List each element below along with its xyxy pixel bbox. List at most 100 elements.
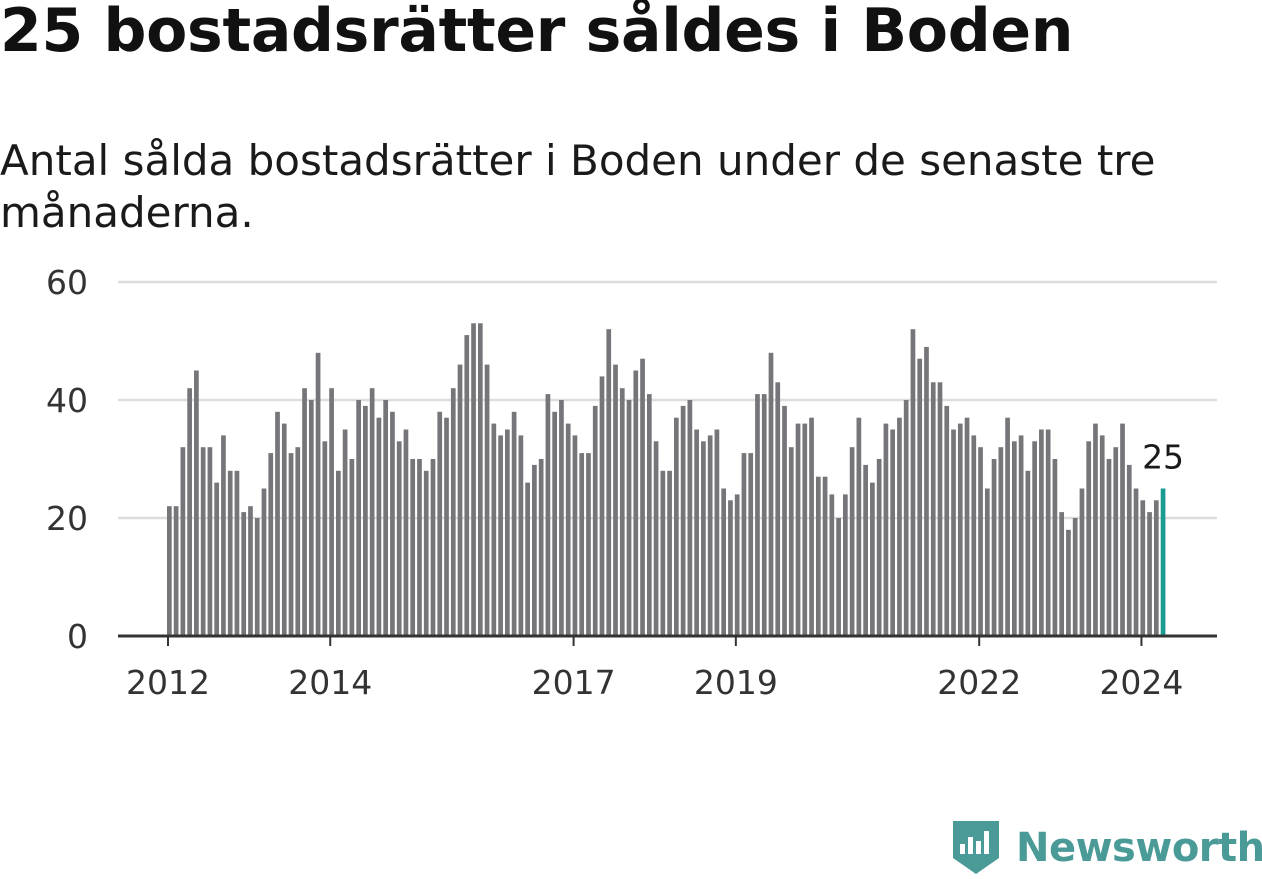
- bar: [701, 441, 706, 636]
- bar: [477, 323, 483, 636]
- bar: [349, 459, 355, 636]
- bar: [187, 388, 192, 636]
- bar: [694, 429, 699, 636]
- brand-logo: Newsworthy: [950, 818, 1262, 878]
- bar: [329, 388, 334, 636]
- bar: [613, 364, 618, 636]
- bar: [1072, 518, 1078, 636]
- bar: [302, 388, 307, 636]
- bar: [342, 429, 348, 636]
- bar: [396, 441, 402, 636]
- bar: [275, 411, 280, 636]
- bar: [619, 388, 625, 636]
- bar: [937, 382, 943, 636]
- data-label: 25: [1142, 438, 1184, 477]
- bar: [464, 335, 470, 636]
- bar: [538, 459, 544, 636]
- bar: [653, 441, 659, 636]
- bar: [1066, 529, 1071, 636]
- bar: [775, 382, 781, 636]
- bar: [410, 459, 416, 636]
- bar: [680, 405, 686, 636]
- bar: [1140, 500, 1146, 636]
- bar: [890, 429, 896, 636]
- bar: [1045, 429, 1051, 636]
- bar: [782, 405, 787, 636]
- bar: [761, 394, 767, 636]
- bar: [626, 400, 632, 636]
- x-tick-label: 2022: [937, 663, 1021, 702]
- bar: [268, 453, 274, 636]
- bar: [1039, 429, 1044, 636]
- bar: [728, 500, 733, 636]
- bar: [532, 464, 537, 636]
- bar: [369, 388, 375, 636]
- bar: [741, 453, 747, 636]
- bar: [930, 382, 936, 636]
- bar: [856, 417, 862, 636]
- bar: [363, 405, 368, 636]
- bar: [430, 459, 436, 636]
- bar: [768, 352, 774, 636]
- bar: [843, 494, 848, 636]
- bar: [484, 364, 490, 636]
- bars-layer: [167, 323, 1166, 636]
- bar: [227, 470, 233, 636]
- bar: [1099, 435, 1105, 636]
- bar: [809, 417, 814, 636]
- y-tick-label: 0: [67, 617, 88, 656]
- bar: [795, 423, 801, 636]
- bar: [383, 400, 389, 636]
- bar: [883, 423, 889, 636]
- chart-subtitle: Antal sålda bostadsrätter i Boden under …: [0, 136, 1156, 237]
- bar: [971, 435, 977, 636]
- bar: [308, 400, 314, 636]
- bar: [660, 470, 666, 636]
- x-tick-label: 2019: [694, 663, 778, 702]
- bar: [1025, 470, 1031, 636]
- x-tick-label: 2014: [288, 663, 372, 702]
- x-tick-label: 2017: [532, 663, 616, 702]
- bar: [444, 417, 449, 636]
- bar: [802, 423, 808, 636]
- bar: [836, 518, 841, 636]
- bar: [457, 364, 463, 636]
- bar: [511, 411, 517, 636]
- newsworthy-chart-icon: [953, 821, 999, 874]
- y-tick-label: 60: [46, 263, 88, 302]
- bar: [667, 470, 672, 636]
- bar: [606, 329, 612, 636]
- bar: [241, 512, 247, 636]
- bar: [295, 447, 301, 636]
- bar: [1018, 435, 1024, 636]
- bar: [1120, 423, 1125, 636]
- bar: [815, 476, 821, 636]
- bar: [1106, 459, 1112, 636]
- bar: [1147, 512, 1152, 636]
- bar: [552, 411, 558, 636]
- bar: [1079, 488, 1085, 636]
- bar: [356, 400, 361, 636]
- bar: [525, 482, 530, 636]
- bar: [870, 482, 875, 636]
- bar: [822, 476, 828, 636]
- bar: [1113, 447, 1119, 636]
- bar: [572, 435, 578, 636]
- bar: [248, 506, 253, 636]
- bar: [586, 453, 591, 636]
- bar: [376, 417, 382, 636]
- bar: [592, 405, 598, 636]
- bar: [322, 441, 328, 636]
- bar: [498, 435, 503, 636]
- x-tick-label: 2024: [1099, 663, 1183, 702]
- y-tick-label: 20: [46, 499, 88, 538]
- bar: [734, 494, 740, 636]
- bar: [917, 358, 923, 636]
- bar: [234, 470, 240, 636]
- bar: [200, 447, 206, 636]
- axis-layer: 0 20 40 60 25 2012 2014 2017 2019 2022 2024: [46, 263, 1217, 702]
- bar: [1032, 441, 1037, 636]
- bar: [261, 488, 267, 636]
- bar: [505, 429, 510, 636]
